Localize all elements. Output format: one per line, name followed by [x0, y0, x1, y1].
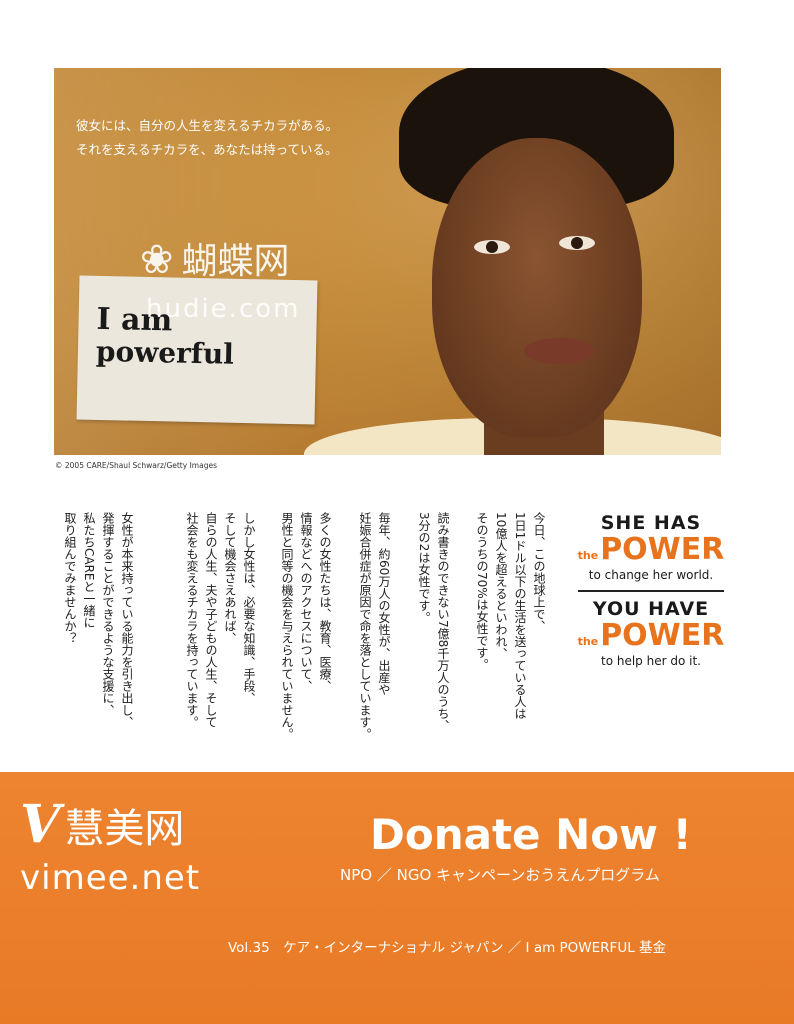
body-col-1: 今日、この地球上で、 — [532, 512, 546, 632]
watermark-vimee-cn: 慧美网 — [64, 806, 185, 852]
watermark-hudie-text: 蝴蝶网 — [181, 241, 290, 282]
the-label-2: the — [577, 635, 599, 648]
photo-credit: © 2005 CARE/Shaul Schwarz/Getty Images — [55, 461, 217, 470]
photo-eye-left — [474, 240, 510, 254]
power-divider — [578, 590, 724, 592]
power-word-1: POWER — [600, 532, 725, 567]
power-row-2: the POWER — [577, 618, 725, 653]
photo-lips — [524, 338, 594, 364]
body-col-9: 多くの女性たちは、教育、医療、 — [318, 512, 332, 692]
photo-eye-right — [559, 236, 595, 250]
body-col-17: 発揮することができるような支援に、 — [101, 512, 115, 716]
body-col-6: 3分の2は女性です。 — [417, 512, 431, 624]
caption-line-2: それを支えるチカラを、あなたは持っている。 — [76, 142, 338, 157]
body-col-8: 妊娠合併症が原因で命を落としています。 — [358, 512, 372, 740]
power-word-2: POWER — [600, 618, 725, 653]
power-subline-1: to change her world. — [588, 568, 714, 582]
body-col-5: 読み書きのできない7億8千万人のうち、 — [436, 512, 450, 732]
you-have-heading: YOU HAVE — [592, 598, 710, 620]
body-col-7: 毎年、約60万人の女性が、出産や — [377, 512, 391, 696]
watermark-hudie-url: hudie.com — [146, 294, 301, 324]
donate-now-heading: Donate Now ! — [370, 810, 692, 859]
body-col-2: 1日1ドル以下の生活を送っている人は — [513, 512, 527, 720]
power-subline-2: to help her do it. — [601, 654, 701, 668]
body-col-18: 私たちCAREと一緒に — [82, 512, 96, 629]
body-col-14: 自らの人生、夫や子どもの人生、そして — [204, 512, 218, 728]
flower-icon: ❀ — [140, 237, 174, 283]
power-row-1: the POWER — [577, 532, 725, 567]
the-label-1: the — [577, 549, 599, 562]
watermark-hudie: ❀ 蝴蝶网 — [140, 232, 290, 284]
caption-line-1: 彼女には、自分の人生を変えるチカラがある。 — [76, 118, 339, 133]
body-col-4: そのうちの70%は女性です。 — [475, 512, 489, 671]
body-col-15: 社会をも変えるチカラを持っています。 — [185, 512, 199, 728]
body-col-13: そして機会さえあれば、 — [223, 512, 237, 644]
photo-caption: 彼女には、自分の人生を変えるチカラがある。 それを支えるチカラを、あなたは持って… — [76, 114, 338, 162]
body-col-3: 10億人を超えるといわれ、 — [494, 512, 508, 660]
photo-face — [432, 138, 642, 438]
note-line-2: powerful — [95, 334, 235, 371]
body-col-16: 女性が本来持っている能力を引き出し、 — [120, 512, 134, 728]
she-has-heading: SHE HAS — [600, 512, 702, 534]
watermark-vimee: V 慧美网 vimee.net — [20, 794, 201, 899]
volume-line: Vol.35 ケア・インターナショナル ジャパン ／ I am POWERFUL… — [228, 940, 667, 956]
body-col-10: 情報などへのアクセスについて、 — [299, 512, 313, 692]
body-col-12: しかし女性は、必要な知識、手段、 — [242, 512, 256, 704]
campaign-line: NPO ／ NGO キャンペーンおうえんプログラム — [340, 866, 660, 884]
hero-photo — [54, 68, 721, 455]
watermark-vimee-url: vimee.net — [20, 858, 201, 898]
footer-band — [0, 772, 794, 1024]
power-slogan: SHE HAS the POWER to change her world. Y… — [577, 512, 725, 668]
vimee-logo-icon: V — [20, 794, 61, 855]
body-col-19: 取り組んでみませんか？ — [63, 512, 77, 644]
body-col-11: 男性と同等の機会を与えられていません。 — [280, 512, 294, 740]
